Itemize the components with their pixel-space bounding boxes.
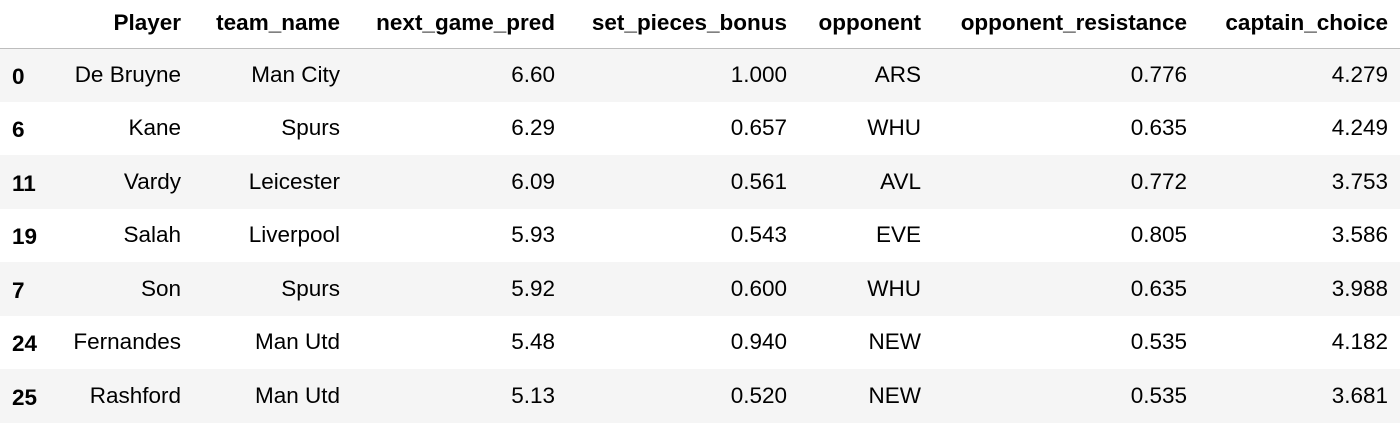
header-next-game-pred: next_game_pred: [352, 0, 567, 48]
row-index: 0: [0, 48, 52, 102]
header-team-name: team_name: [193, 0, 352, 48]
cell-set-pieces-bonus: 0.520: [567, 369, 799, 423]
row-index: 7: [0, 262, 52, 316]
table-row: 25 Rashford Man Utd 5.13 0.520 NEW 0.535…: [0, 369, 1400, 423]
cell-captain-choice: 4.182: [1199, 316, 1400, 370]
cell-next-game-pred: 6.29: [352, 102, 567, 156]
cell-set-pieces-bonus: 0.657: [567, 102, 799, 156]
cell-captain-choice: 4.249: [1199, 102, 1400, 156]
cell-set-pieces-bonus: 0.561: [567, 155, 799, 209]
cell-opponent-resistance: 0.772: [933, 155, 1199, 209]
cell-player: Son: [52, 262, 193, 316]
cell-captain-choice: 3.586: [1199, 209, 1400, 263]
cell-next-game-pred: 5.93: [352, 209, 567, 263]
cell-player: Fernandes: [52, 316, 193, 370]
table-body: 0 De Bruyne Man City 6.60 1.000 ARS 0.77…: [0, 48, 1400, 423]
cell-opponent-resistance: 0.535: [933, 316, 1199, 370]
cell-team-name: Man City: [193, 48, 352, 102]
cell-team-name: Liverpool: [193, 209, 352, 263]
cell-next-game-pred: 5.13: [352, 369, 567, 423]
cell-opponent: WHU: [799, 102, 933, 156]
cell-next-game-pred: 6.09: [352, 155, 567, 209]
cell-opponent-resistance: 0.635: [933, 102, 1199, 156]
cell-set-pieces-bonus: 0.543: [567, 209, 799, 263]
row-index: 6: [0, 102, 52, 156]
header-opponent: opponent: [799, 0, 933, 48]
cell-opponent-resistance: 0.776: [933, 48, 1199, 102]
cell-team-name: Man Utd: [193, 316, 352, 370]
cell-set-pieces-bonus: 1.000: [567, 48, 799, 102]
table-row: 11 Vardy Leicester 6.09 0.561 AVL 0.772 …: [0, 155, 1400, 209]
row-index: 25: [0, 369, 52, 423]
cell-set-pieces-bonus: 0.600: [567, 262, 799, 316]
cell-player: Kane: [52, 102, 193, 156]
cell-opponent: EVE: [799, 209, 933, 263]
header-player: Player: [52, 0, 193, 48]
cell-next-game-pred: 5.92: [352, 262, 567, 316]
cell-team-name: Spurs: [193, 102, 352, 156]
cell-next-game-pred: 5.48: [352, 316, 567, 370]
cell-opponent: ARS: [799, 48, 933, 102]
cell-opponent: NEW: [799, 316, 933, 370]
table-row: 19 Salah Liverpool 5.93 0.543 EVE 0.805 …: [0, 209, 1400, 263]
cell-opponent: NEW: [799, 369, 933, 423]
table-row: 24 Fernandes Man Utd 5.48 0.940 NEW 0.53…: [0, 316, 1400, 370]
cell-captain-choice: 4.279: [1199, 48, 1400, 102]
cell-player: Vardy: [52, 155, 193, 209]
cell-team-name: Man Utd: [193, 369, 352, 423]
header-row: Player team_name next_game_pred set_piec…: [0, 0, 1400, 48]
row-index: 24: [0, 316, 52, 370]
cell-player: Salah: [52, 209, 193, 263]
cell-team-name: Leicester: [193, 155, 352, 209]
table-header: Player team_name next_game_pred set_piec…: [0, 0, 1400, 48]
table-row: 0 De Bruyne Man City 6.60 1.000 ARS 0.77…: [0, 48, 1400, 102]
cell-captain-choice: 3.988: [1199, 262, 1400, 316]
cell-player: De Bruyne: [52, 48, 193, 102]
cell-captain-choice: 3.753: [1199, 155, 1400, 209]
cell-captain-choice: 3.681: [1199, 369, 1400, 423]
table-row: 6 Kane Spurs 6.29 0.657 WHU 0.635 4.249: [0, 102, 1400, 156]
cell-opponent: WHU: [799, 262, 933, 316]
header-opponent-resistance: opponent_resistance: [933, 0, 1199, 48]
cell-next-game-pred: 6.60: [352, 48, 567, 102]
cell-opponent-resistance: 0.535: [933, 369, 1199, 423]
row-index: 11: [0, 155, 52, 209]
header-captain-choice: captain_choice: [1199, 0, 1400, 48]
cell-opponent-resistance: 0.635: [933, 262, 1199, 316]
row-index: 19: [0, 209, 52, 263]
table-row: 7 Son Spurs 5.92 0.600 WHU 0.635 3.988: [0, 262, 1400, 316]
header-index: [0, 0, 52, 48]
cell-player: Rashford: [52, 369, 193, 423]
cell-opponent-resistance: 0.805: [933, 209, 1199, 263]
cell-set-pieces-bonus: 0.940: [567, 316, 799, 370]
header-set-pieces-bonus: set_pieces_bonus: [567, 0, 799, 48]
cell-team-name: Spurs: [193, 262, 352, 316]
cell-opponent: AVL: [799, 155, 933, 209]
